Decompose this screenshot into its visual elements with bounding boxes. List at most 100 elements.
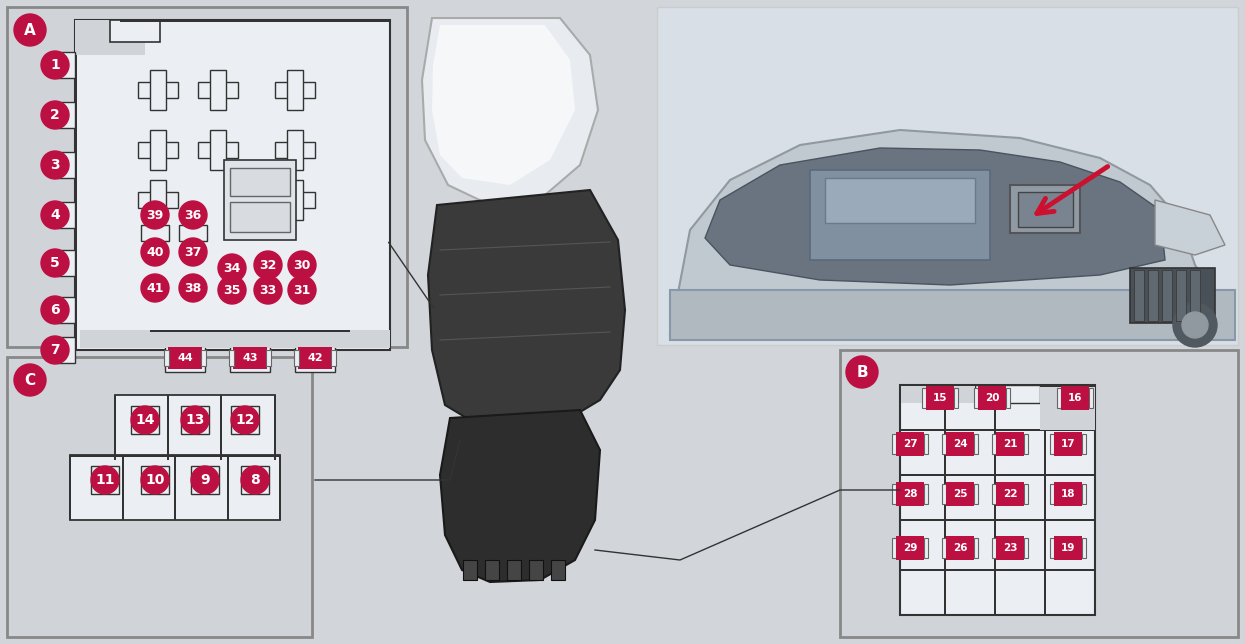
- Text: 12: 12: [235, 413, 255, 427]
- Bar: [68, 455, 71, 520]
- Bar: [174, 455, 176, 520]
- Bar: [210, 130, 227, 170]
- Bar: [210, 70, 227, 110]
- Circle shape: [41, 249, 68, 277]
- Text: 8: 8: [250, 473, 260, 487]
- Bar: [1082, 484, 1086, 504]
- Bar: [900, 384, 1096, 386]
- Bar: [900, 569, 1096, 571]
- Bar: [227, 455, 229, 520]
- Bar: [7, 357, 312, 637]
- Bar: [122, 455, 124, 520]
- Circle shape: [218, 276, 247, 304]
- Bar: [298, 347, 332, 369]
- Circle shape: [179, 238, 207, 266]
- Bar: [230, 344, 270, 372]
- Circle shape: [218, 254, 247, 282]
- Bar: [1148, 270, 1158, 321]
- Circle shape: [847, 356, 878, 388]
- Bar: [141, 225, 169, 241]
- Text: A: A: [24, 23, 36, 37]
- Bar: [1040, 385, 1096, 430]
- Bar: [164, 350, 169, 366]
- Bar: [1023, 538, 1028, 558]
- Bar: [657, 7, 1238, 345]
- Bar: [288, 180, 303, 220]
- Bar: [138, 192, 178, 208]
- Circle shape: [91, 466, 120, 494]
- Circle shape: [41, 51, 68, 79]
- Bar: [57, 102, 75, 128]
- Text: 40: 40: [146, 245, 164, 258]
- Bar: [942, 434, 946, 454]
- Bar: [288, 70, 303, 110]
- Bar: [946, 432, 974, 456]
- Text: 11: 11: [96, 473, 115, 487]
- Bar: [110, 20, 161, 42]
- Circle shape: [141, 201, 169, 229]
- Bar: [1055, 482, 1082, 506]
- Text: 2: 2: [50, 108, 60, 122]
- Bar: [229, 350, 234, 366]
- Circle shape: [179, 201, 207, 229]
- Polygon shape: [428, 190, 625, 420]
- Circle shape: [288, 276, 316, 304]
- Bar: [529, 560, 543, 580]
- Bar: [198, 82, 238, 98]
- Text: 18: 18: [1061, 489, 1076, 499]
- Circle shape: [141, 466, 169, 494]
- Bar: [295, 344, 335, 372]
- Text: 21: 21: [1002, 439, 1017, 449]
- Circle shape: [41, 296, 68, 324]
- Bar: [974, 388, 979, 408]
- Bar: [926, 386, 954, 410]
- Bar: [294, 350, 299, 366]
- Bar: [996, 482, 1023, 506]
- Bar: [200, 350, 205, 366]
- Bar: [1045, 385, 1046, 615]
- Polygon shape: [439, 410, 600, 582]
- Circle shape: [179, 274, 207, 302]
- Bar: [891, 538, 896, 558]
- Polygon shape: [670, 130, 1230, 335]
- Circle shape: [41, 336, 68, 364]
- Bar: [115, 395, 275, 460]
- Circle shape: [41, 151, 68, 179]
- Bar: [1018, 192, 1073, 227]
- Bar: [979, 386, 1006, 410]
- Bar: [992, 538, 996, 558]
- Bar: [994, 385, 996, 615]
- Bar: [1082, 538, 1086, 558]
- Polygon shape: [1155, 200, 1225, 255]
- Bar: [57, 250, 75, 276]
- Bar: [57, 297, 75, 323]
- Text: 28: 28: [903, 489, 918, 499]
- Bar: [946, 536, 974, 560]
- Bar: [996, 536, 1023, 560]
- Bar: [275, 82, 315, 98]
- Bar: [1130, 268, 1215, 323]
- Text: 22: 22: [1002, 489, 1017, 499]
- Text: 13: 13: [186, 413, 204, 427]
- Bar: [149, 130, 166, 170]
- Bar: [57, 152, 75, 178]
- Bar: [996, 432, 1023, 456]
- Bar: [924, 538, 928, 558]
- Text: 25: 25: [952, 489, 967, 499]
- Bar: [891, 484, 896, 504]
- Bar: [1089, 388, 1093, 408]
- Bar: [1082, 434, 1086, 454]
- Bar: [942, 484, 946, 504]
- Circle shape: [190, 466, 219, 494]
- Polygon shape: [705, 148, 1165, 285]
- Text: 29: 29: [903, 543, 918, 553]
- Text: 34: 34: [223, 261, 240, 274]
- Bar: [120, 20, 390, 22]
- Bar: [232, 406, 259, 434]
- Circle shape: [181, 406, 209, 434]
- Bar: [825, 178, 975, 223]
- Text: 19: 19: [1061, 543, 1076, 553]
- Bar: [896, 536, 924, 560]
- Bar: [900, 474, 1096, 476]
- Bar: [954, 388, 957, 408]
